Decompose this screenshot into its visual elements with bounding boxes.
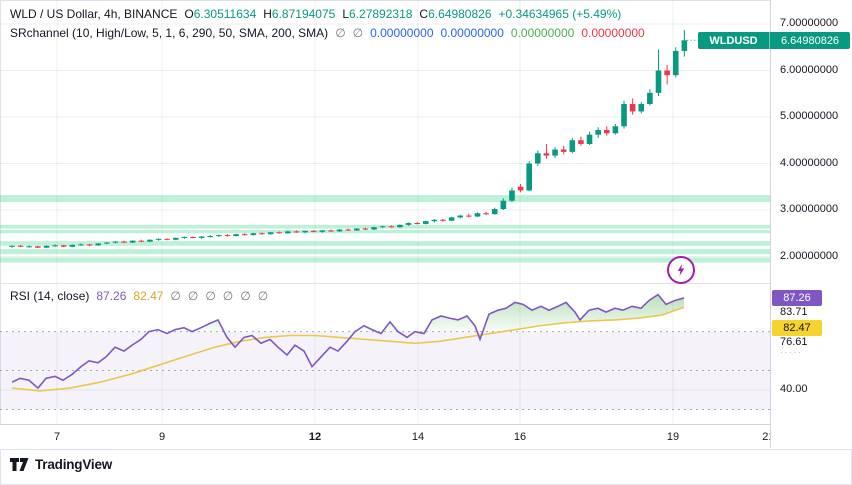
lightning-icon (677, 264, 685, 276)
change-value: +0.34634965 (+5.49%) (498, 7, 622, 21)
last-price-label: 6.64980826 (770, 32, 850, 49)
time-axis-label: 12 (308, 431, 322, 443)
symbol-legend[interactable]: WLD / US Dollar, 4h, BINANCE O6.30511634… (10, 7, 621, 21)
legend-value: 82.47 (133, 289, 164, 303)
symbol-title: WLD / US Dollar, 4h, BINANCE (10, 7, 178, 21)
time-axis-label: 7 (53, 431, 61, 443)
price-axis[interactable]: 87.26 82.47 7.00000000 6.00000000 5.000000… (770, 0, 852, 448)
lightning-button[interactable] (667, 256, 695, 284)
legend-value: ∅ (170, 289, 181, 303)
rsi-legend[interactable]: RSI (14, close) 87.26 82.47 ∅ ∅ ∅ ∅ ∅ ∅ (10, 289, 268, 303)
tradingview-logo[interactable]: TradingView (10, 457, 112, 472)
last-price-badge: WLDUSD 6.64980826 (698, 32, 850, 49)
legend-value: 0.00000000 (370, 26, 434, 40)
axis-label: 3.00000000 (780, 203, 839, 215)
legend-value: ∅ (205, 289, 216, 303)
axis-label: 83.71 (780, 306, 808, 318)
rsi-value-badge: 87.26 (772, 290, 822, 306)
pane-divider[interactable] (0, 283, 852, 284)
ohlc-pair: H6.87194075 (263, 7, 336, 21)
indicator-values: ∅ ∅ 0.00000000 0.00000000 0.00000000 0.000000… (335, 26, 645, 40)
symbol-label: WLDUSD (698, 32, 770, 49)
legend-value: ∅ (240, 289, 251, 303)
legend-value: 0.00000000 (440, 26, 504, 40)
time-axis-label: 16 (513, 431, 527, 443)
axis-label: 5.00000000 (780, 110, 839, 122)
axis-label: 76.61 (780, 336, 808, 348)
ohlc-pair: C6.64980826 (419, 7, 492, 21)
time-axis[interactable]: 791214161921:30 (0, 424, 852, 450)
time-axis-label: 14 (411, 431, 425, 443)
rsi-name: RSI (14, close) (10, 289, 90, 303)
ohlc-values: O6.30511634 H6.87194075 L6.27892318 C6.6498… (184, 7, 491, 21)
axis-label: 40.00 (780, 383, 808, 395)
legend-value: ∅ (352, 26, 364, 40)
time-axis-label: 19 (666, 431, 680, 443)
legend-value: 0.00000000 (581, 26, 645, 40)
rsi-ma-badge: 82.47 (772, 320, 822, 336)
tradingview-logo-text: TradingView (35, 457, 113, 472)
axis-label: 4.00000000 (780, 156, 839, 169)
legend-value: ∅ (187, 289, 199, 303)
time-axis-label: 9 (158, 431, 166, 443)
axis-label: 6.00000000 (780, 63, 839, 76)
rsi-values: 87.26 82.47 ∅ ∅ ∅ ∅ ∅ ∅ (96, 289, 268, 303)
ohlc-pair: O6.30511634 (184, 7, 257, 21)
tradingview-logo-icon (10, 457, 29, 471)
ohlc-pair: L6.27892318 (342, 7, 413, 21)
axis-label: 7.00000000 (780, 17, 839, 29)
legend-value: ∅ (335, 26, 346, 40)
legend-value: ∅ (222, 289, 234, 303)
axis-label: 2.00000000 (780, 249, 839, 262)
indicator-legend[interactable]: SRchannel (10, High/Low, 5, 1, 6, 290, 5… (10, 26, 645, 40)
legend-value: ∅ (257, 289, 269, 303)
legend-value: 87.26 (96, 289, 127, 303)
indicator-name: SRchannel (10, High/Low, 5, 1, 6, 290, 5… (10, 26, 329, 40)
axis-label-clipped: ····· (780, 347, 803, 357)
legend-value: 0.00000000 (510, 26, 575, 40)
